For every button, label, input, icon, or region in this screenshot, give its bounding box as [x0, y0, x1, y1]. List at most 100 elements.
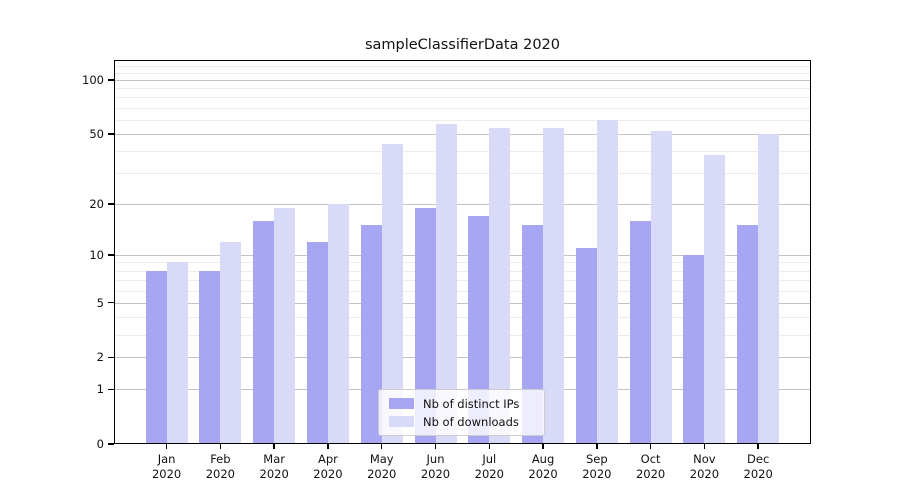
bar-distinct-ips	[306, 241, 328, 444]
bar-downloads	[596, 119, 618, 444]
bar-downloads	[435, 123, 457, 444]
x-tick-mark	[165, 444, 168, 449]
legend-label: Nb of downloads	[423, 414, 519, 429]
x-tick-label: Mar 2020	[242, 452, 306, 482]
bar-downloads	[489, 127, 511, 444]
x-tick-mark	[381, 444, 383, 449]
x-tick-mark	[327, 444, 329, 449]
x-tick-mark	[703, 444, 706, 449]
bar-distinct-ips	[360, 225, 382, 444]
y-tick-label: 100	[82, 73, 104, 87]
x-tick-month: Dec	[747, 452, 770, 466]
gridline-major	[114, 80, 811, 81]
x-tick-month: Jan	[157, 452, 176, 466]
x-tick-month: Oct	[640, 452, 661, 466]
x-tick-label: Sep 2020	[565, 452, 629, 482]
bar-distinct-ips	[629, 220, 651, 444]
legend-swatch	[389, 398, 414, 409]
x-tick-year: 2020	[420, 467, 451, 481]
y-tick-mark	[108, 356, 114, 359]
x-tick-label: Feb 2020	[188, 452, 252, 482]
bar-downloads	[543, 127, 565, 444]
bar-distinct-ips	[199, 270, 221, 444]
chart-title: sampleClassifierData 2020	[364, 37, 561, 53]
gridline-major	[114, 302, 811, 304]
x-tick-month: Sep	[585, 452, 608, 466]
x-tick-label: Jul 2020	[457, 452, 521, 482]
y-tick-label: 10	[89, 247, 104, 262]
y-tick-label: 20	[89, 196, 104, 211]
legend-label: Nb of distinct IPs	[423, 396, 520, 411]
x-tick-year: 2020	[528, 467, 558, 481]
y-tick-label: 0	[96, 437, 104, 451]
x-tick-year: 2020	[582, 467, 612, 481]
x-tick-year: 2020	[205, 467, 236, 481]
x-tick-mark	[488, 444, 490, 449]
x-tick-month: Nov	[693, 452, 716, 466]
gridline-minor	[114, 97, 811, 99]
x-tick-mark	[757, 444, 759, 449]
gridline-minor	[114, 290, 811, 292]
bar-distinct-ips	[253, 220, 275, 444]
bar-downloads	[327, 203, 349, 444]
x-tick-year: 2020	[151, 467, 182, 481]
x-tick-month: Mar	[263, 452, 285, 466]
y-tick-mark	[108, 388, 114, 391]
x-tick-label: Jan 2020	[135, 452, 199, 482]
gridline-minor	[114, 173, 811, 175]
bar-downloads	[758, 133, 780, 444]
y-tick-mark	[108, 79, 114, 81]
legend: Nb of distinct IPs Nb of downloads	[378, 389, 545, 436]
gridline-major	[114, 203, 811, 205]
gridline-minor	[114, 119, 811, 121]
x-tick-label: Jun 2020	[404, 452, 468, 482]
gridline-minor	[114, 270, 811, 272]
x-tick-mark	[542, 444, 544, 449]
x-tick-month: Jun	[426, 452, 445, 466]
gridline-major	[114, 357, 811, 359]
x-tick-month: Feb	[210, 452, 231, 466]
x-tick-month: Apr	[317, 452, 338, 466]
gridline-minor	[114, 65, 811, 67]
x-tick-year: 2020	[474, 467, 504, 481]
y-tick-mark	[108, 203, 114, 205]
x-tick-label: Aug 2020	[511, 452, 575, 482]
x-tick-year: 2020	[689, 467, 720, 481]
gridline-minor	[114, 107, 811, 109]
x-tick-year: 2020	[635, 467, 666, 481]
bar-downloads	[166, 262, 188, 444]
y-tick-label: 50	[89, 126, 104, 141]
x-tick-month: Jul	[482, 452, 497, 466]
gridline-minor	[114, 151, 811, 153]
gridline-minor	[114, 279, 811, 281]
x-tick-mark	[596, 444, 598, 449]
y-tick-label: 1	[96, 382, 104, 397]
bar-downloads	[704, 155, 726, 444]
bar-distinct-ips	[145, 270, 167, 444]
gridline-minor	[114, 262, 811, 264]
x-tick-year: 2020	[743, 467, 773, 481]
gridline-major	[114, 254, 811, 256]
y-tick-mark	[108, 443, 114, 445]
bar-distinct-ips	[683, 254, 705, 444]
y-tick-label: 5	[96, 295, 104, 310]
x-tick-mark	[434, 444, 437, 449]
legend-row: Nb of distinct IPs	[379, 397, 544, 411]
x-tick-year: 2020	[259, 467, 289, 481]
x-tick-label: Oct 2020	[619, 452, 683, 482]
bar-downloads	[650, 130, 672, 444]
legend-row: Nb of downloads	[379, 415, 544, 429]
bar-downloads	[274, 207, 296, 444]
y-tick-mark	[108, 133, 114, 135]
bar-distinct-ips	[468, 216, 490, 444]
x-tick-label: Apr 2020	[296, 452, 360, 482]
x-tick-year: 2020	[313, 467, 343, 481]
gridline-minor	[114, 334, 811, 336]
x-tick-label: Dec 2020	[726, 452, 790, 482]
gridline-minor	[114, 72, 811, 74]
x-tick-month: May	[369, 452, 394, 466]
y-tick-label: 2	[96, 350, 104, 365]
y-tick-mark	[108, 254, 114, 256]
x-tick-mark	[219, 444, 222, 449]
